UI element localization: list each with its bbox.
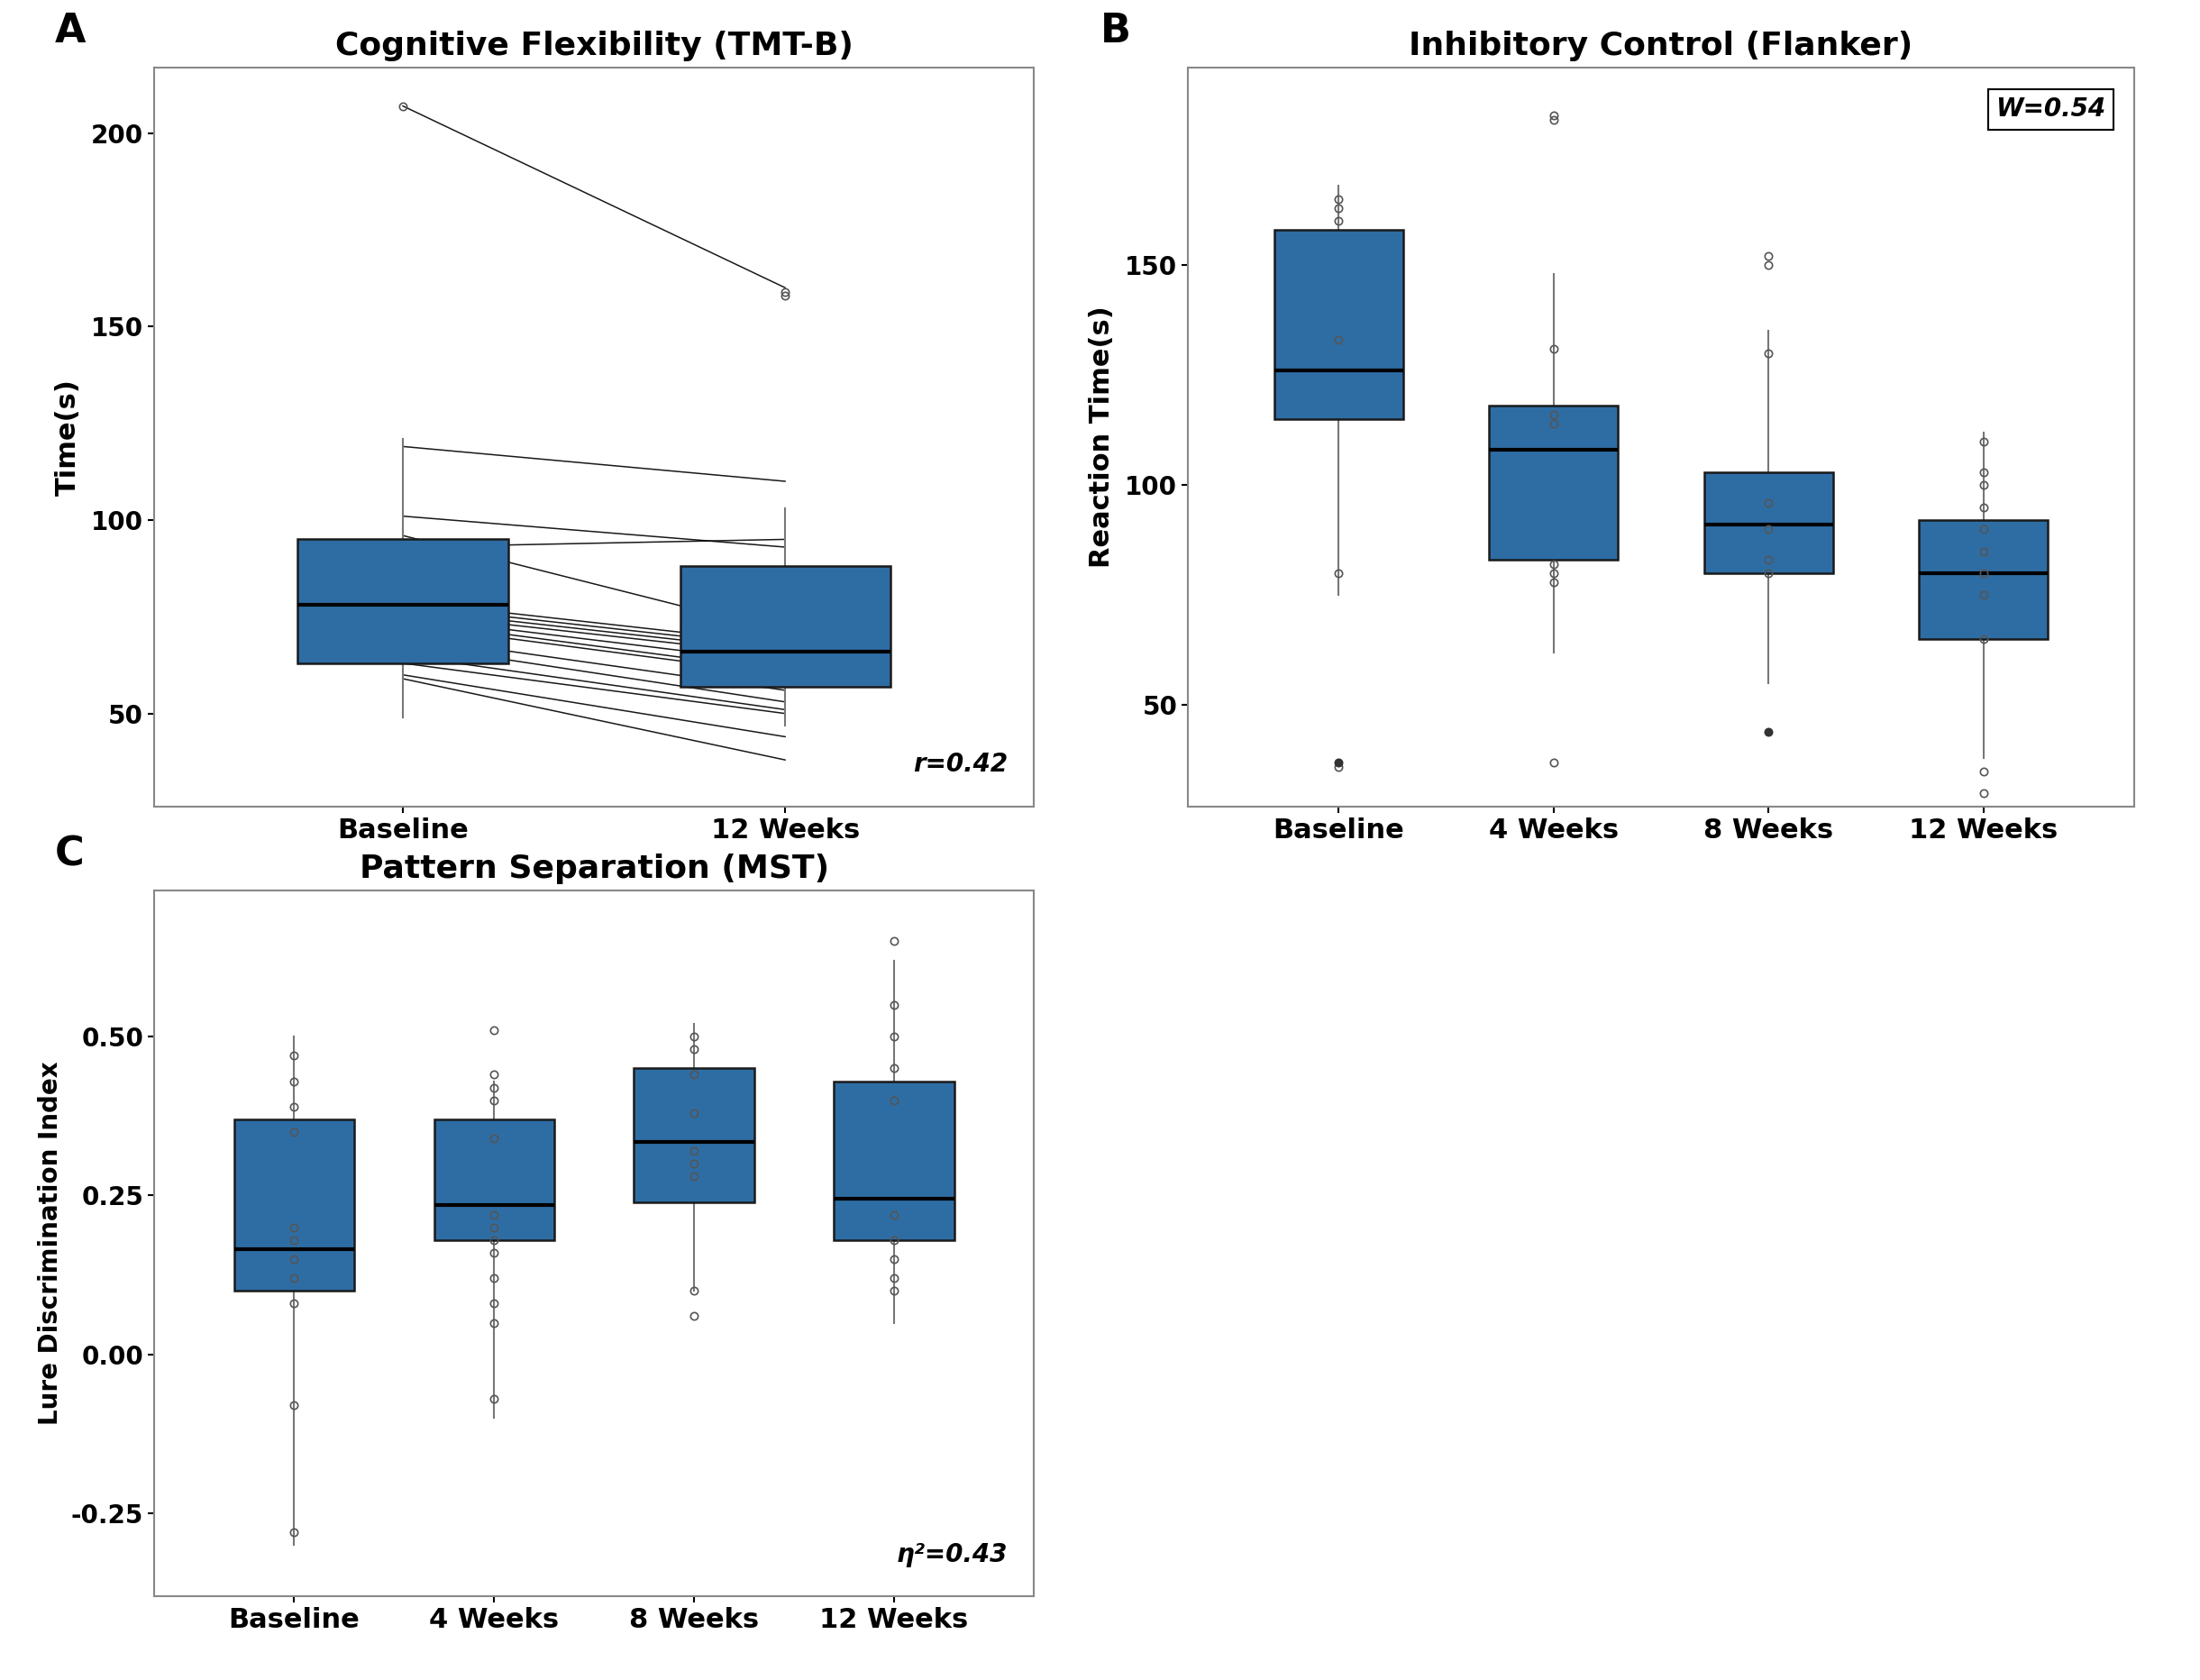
Bar	[680, 566, 891, 687]
Bar	[1705, 472, 1833, 573]
Bar	[233, 1119, 354, 1290]
Title: Cognitive Flexibility (TMT-B): Cognitive Flexibility (TMT-B)	[334, 30, 854, 60]
Bar	[834, 1082, 955, 1240]
Y-axis label: Time(s): Time(s)	[55, 378, 81, 496]
Text: C: C	[55, 835, 84, 874]
Text: η²=0.43: η²=0.43	[895, 1542, 1008, 1567]
Text: A: A	[55, 12, 86, 50]
Bar	[1274, 230, 1404, 420]
Text: W=0.54: W=0.54	[1995, 97, 2105, 123]
Bar	[1918, 521, 2048, 638]
Bar	[634, 1068, 755, 1201]
Y-axis label: Lure Discrimination Index: Lure Discrimination Index	[37, 1062, 64, 1425]
Bar	[1489, 407, 1617, 559]
Bar	[297, 539, 508, 664]
Y-axis label: Reaction Time(s): Reaction Time(s)	[1089, 306, 1115, 568]
Text: B: B	[1100, 12, 1131, 50]
Bar	[433, 1119, 554, 1240]
Title: Inhibitory Control (Flanker): Inhibitory Control (Flanker)	[1408, 30, 1914, 60]
Title: Pattern Separation (MST): Pattern Separation (MST)	[359, 853, 829, 884]
Text: r=0.42: r=0.42	[913, 751, 1008, 776]
